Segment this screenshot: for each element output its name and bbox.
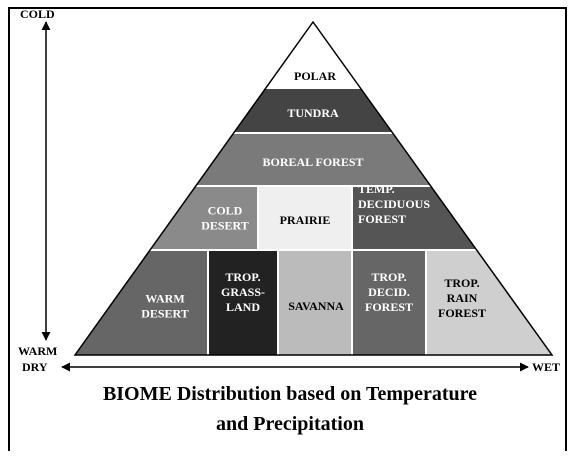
caption: BIOME Distribution based on Temperature: [103, 383, 477, 405]
biome-label: PRAIRIE: [280, 213, 331, 227]
biome-region: [75, 249, 209, 355]
pyramid-outline: [73, 20, 554, 356]
biome-label: SAVANNA: [288, 299, 344, 313]
frame: [8, 7, 567, 451]
biome-region: [351, 249, 427, 355]
biome-label: TROP.: [371, 270, 406, 284]
axis-label: WET: [532, 360, 560, 374]
biome-label: TEMP.: [358, 182, 395, 196]
biome-label: BOREAL FOREST: [262, 155, 363, 169]
biome-label: DESERT: [201, 219, 249, 233]
biome-label: FOREST: [365, 300, 413, 314]
biome-label: POLAR: [294, 69, 336, 83]
biome-label: LAND: [226, 300, 260, 314]
axis-label: DRY: [22, 360, 48, 374]
caption: and Precipitation: [216, 413, 364, 435]
biome-label: COLD: [208, 204, 243, 218]
biome-label: TROP.: [444, 276, 479, 290]
axis-label: COLD: [20, 7, 55, 21]
biome-label: DECID.: [368, 285, 410, 299]
biome-label: DESERT: [141, 307, 189, 321]
biome-label: TUNDRA: [287, 106, 339, 120]
biome-label: GRASS-: [221, 285, 265, 299]
biome-label: TROP.: [225, 270, 260, 284]
biome-label: FOREST: [438, 306, 486, 320]
biome-label: DECIDUOUS: [358, 197, 430, 211]
biome-label: RAIN: [447, 291, 478, 305]
biome-label: WARM: [145, 292, 184, 306]
axis-label: WARM: [18, 344, 57, 358]
biome-label: FOREST: [358, 212, 406, 226]
